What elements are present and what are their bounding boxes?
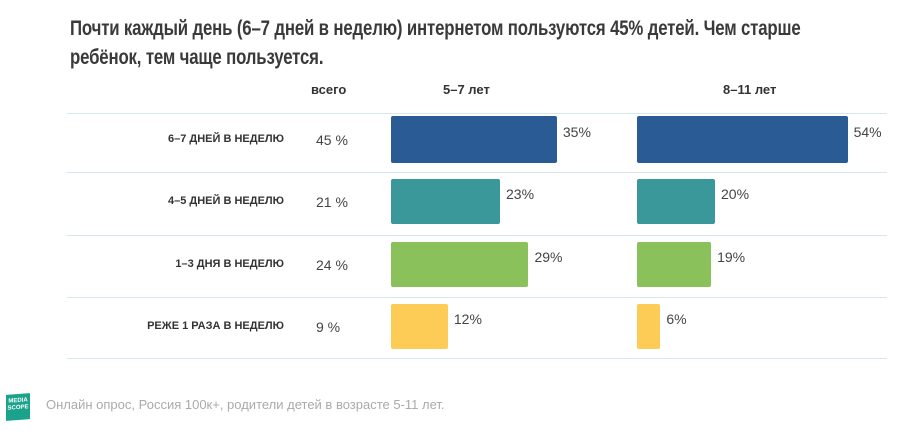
chart-title: Почти каждый день (6–7 дней в неделю) ин… — [70, 17, 801, 69]
footer-note: Онлайн опрос, Россия 100к+, родители дет… — [46, 397, 445, 412]
header-series-0: 5–7 лет — [443, 82, 490, 97]
bar-0-1 — [391, 179, 501, 224]
bar-1-2 — [637, 242, 712, 287]
bar-1-3 — [637, 304, 661, 349]
bar-0-3 — [391, 304, 448, 349]
row-divider — [67, 358, 887, 359]
bar-0-2 — [391, 242, 529, 287]
total-value: 24 % — [316, 256, 348, 273]
header-series-1: 8–11 лет — [723, 82, 777, 97]
category-label: 6–7 ДНЕЙ В НЕДЕЛЮ — [167, 132, 284, 145]
total-value: 21 % — [316, 193, 348, 210]
data-label: 23% — [506, 185, 535, 202]
bar-1-1 — [637, 179, 715, 224]
data-label: 20% — [721, 185, 750, 202]
bar-1-0 — [637, 116, 848, 163]
category-label: РЕЖЕ 1 РАЗА В НЕДЕЛЮ — [147, 319, 284, 332]
header-total: всего — [311, 82, 347, 97]
data-label: 29% — [534, 248, 563, 265]
data-label: 12% — [453, 310, 482, 327]
category-label: 1–3 ДНЯ В НЕДЕЛЮ — [175, 257, 284, 270]
mediascope-logo: MEDIA SCOPE — [6, 393, 30, 421]
data-label: 19% — [717, 248, 746, 265]
data-label: 35% — [562, 123, 591, 140]
row-divider — [67, 297, 887, 298]
category-label: 4–5 ДНЕЙ В НЕДЕЛЮ — [167, 194, 284, 207]
data-label: 54% — [853, 123, 882, 140]
total-value: 9 % — [316, 318, 341, 335]
row-divider — [67, 235, 887, 236]
row-divider — [67, 113, 887, 114]
total-value: 45 % — [316, 131, 348, 148]
data-label: 6% — [666, 310, 687, 327]
row-divider — [67, 172, 887, 173]
bar-0-0 — [391, 116, 557, 163]
